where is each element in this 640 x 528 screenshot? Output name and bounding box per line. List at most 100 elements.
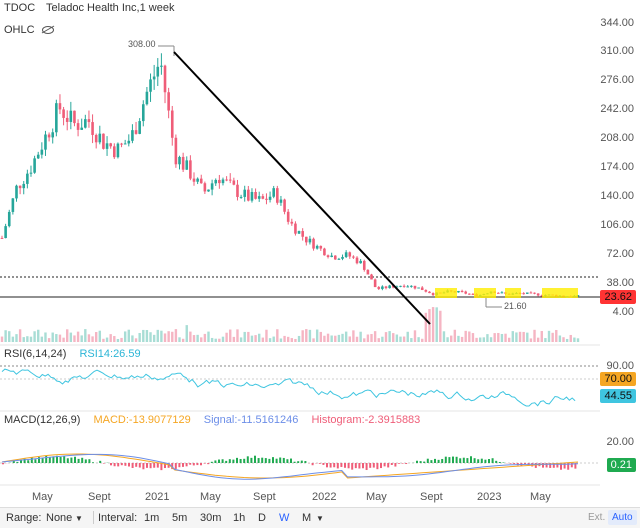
auto-button[interactable]: Auto xyxy=(608,510,637,525)
volume-bar xyxy=(88,334,90,342)
interval-d[interactable]: D xyxy=(258,512,266,524)
candle-body xyxy=(160,66,163,67)
rsi-70-tag: 70.00 xyxy=(600,372,636,386)
volume-bar xyxy=(200,337,202,342)
volume-bar xyxy=(120,338,122,342)
volume-bar xyxy=(175,329,177,342)
candle-body xyxy=(258,196,261,199)
volume-bar xyxy=(439,311,441,342)
candle-body xyxy=(149,79,152,91)
candle-body xyxy=(526,292,529,293)
volume-bar xyxy=(381,337,383,342)
volume-bar xyxy=(265,330,267,342)
macd-histogram-bar xyxy=(362,463,364,468)
candle-body xyxy=(102,134,105,149)
symbol: TDOC xyxy=(4,2,35,14)
volume-bar xyxy=(146,330,148,342)
macd-histogram-bar xyxy=(441,459,443,463)
macd-histogram-bar xyxy=(45,456,47,463)
volume-bar xyxy=(59,335,61,342)
macd-histogram-bar xyxy=(297,461,299,463)
macd-histogram-bar xyxy=(484,460,486,463)
volume-bar xyxy=(262,338,264,342)
candle-body xyxy=(468,294,471,295)
volume-bar xyxy=(298,336,300,342)
macd-histogram-bar xyxy=(157,463,159,468)
candle-body xyxy=(381,286,384,288)
volume-bar xyxy=(508,338,510,342)
macd-histogram-bar xyxy=(369,463,371,468)
volume-bar xyxy=(26,336,28,342)
candle-body xyxy=(287,212,290,222)
volume-bar xyxy=(577,338,579,342)
candle-body xyxy=(106,143,109,149)
macd-histogram-bar xyxy=(376,463,378,469)
interval-30m[interactable]: 30m xyxy=(200,512,221,524)
volume-bar xyxy=(301,330,303,342)
volume-bar xyxy=(464,331,466,342)
volume-bar xyxy=(70,333,72,342)
macd-histogram-bar xyxy=(236,458,238,463)
volume-bar xyxy=(512,331,514,342)
time-tick: Sept xyxy=(88,491,111,503)
volume-bar xyxy=(349,336,351,342)
macd-histogram-bar xyxy=(42,458,44,463)
candle-body xyxy=(15,186,18,199)
candle-body xyxy=(33,158,36,172)
candle-body xyxy=(44,135,47,150)
interval-1h[interactable]: 1h xyxy=(233,512,245,524)
candle-body xyxy=(262,196,265,199)
volume-bar xyxy=(410,338,412,342)
range-select[interactable]: None xyxy=(46,512,72,524)
macd-histogram-bar xyxy=(189,463,191,465)
candle-body xyxy=(185,160,188,169)
price-tick: 140.00 xyxy=(600,190,634,202)
macd-histogram-bar xyxy=(265,458,267,463)
ext-button[interactable]: Ext. xyxy=(584,510,609,525)
candle-body xyxy=(370,275,373,280)
macd-histogram-bar xyxy=(70,458,72,463)
candle-body xyxy=(229,180,232,181)
volume-bar xyxy=(526,333,528,342)
interval-5m[interactable]: 5m xyxy=(172,512,187,524)
volume-bar xyxy=(497,333,499,342)
candle-body xyxy=(330,256,333,257)
candle-body xyxy=(175,138,178,165)
price-tick: 310.00 xyxy=(600,45,634,57)
high-annotation: 308.00 xyxy=(128,39,156,49)
highlight-box xyxy=(505,288,521,298)
volume-bar xyxy=(414,330,416,342)
macd-histogram-bar xyxy=(373,463,375,468)
interval-w[interactable]: W xyxy=(279,512,289,524)
ohlc-toggle[interactable]: OHLC xyxy=(4,24,54,36)
volume-bar xyxy=(95,332,97,342)
eye-hidden-icon[interactable] xyxy=(42,26,54,34)
chart-canvas[interactable] xyxy=(0,0,640,507)
candle-body xyxy=(127,141,130,144)
candle-body xyxy=(109,143,112,146)
volume-bar xyxy=(186,325,188,342)
macd-header: MACD(12,26,9) MACD:-13.9077129 Signal:-1… xyxy=(4,414,430,426)
candle-body xyxy=(472,294,475,295)
candle-body xyxy=(363,261,366,270)
histogram-value: Histogram:-2.3915883 xyxy=(311,414,420,426)
candle-body xyxy=(305,237,308,243)
chevron-down-icon[interactable]: ▼ xyxy=(316,514,324,523)
price-tick: 72.00 xyxy=(606,248,634,260)
macd-histogram-bar xyxy=(481,459,483,463)
macd-histogram-bar xyxy=(326,463,328,467)
volume-bar xyxy=(73,335,75,342)
macd-histogram-bar xyxy=(139,463,141,468)
candle-body xyxy=(312,239,315,249)
macd-histogram-bar xyxy=(276,459,278,463)
interval-1m[interactable]: 1m xyxy=(144,512,159,524)
interval-m[interactable]: M xyxy=(302,512,311,524)
volume-bar xyxy=(244,332,246,342)
macd-histogram-bar xyxy=(398,463,400,464)
chevron-down-icon[interactable]: ▼ xyxy=(75,514,83,523)
candle-body xyxy=(196,179,199,182)
macd-histogram-bar xyxy=(344,463,346,468)
candle-body xyxy=(406,286,409,287)
macd-histogram-bar xyxy=(466,458,468,463)
macd-histogram-bar xyxy=(182,463,184,467)
